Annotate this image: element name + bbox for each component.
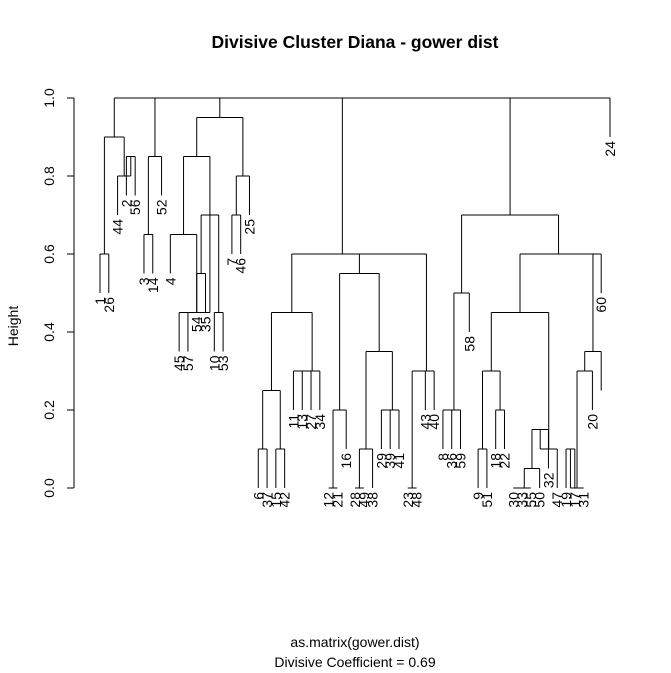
leaf-label: 28 [347, 492, 363, 508]
leaf-label: 38 [365, 492, 381, 508]
leaf-label: 2 [118, 199, 134, 207]
leaf-label: 52 [154, 199, 170, 215]
leaf-label: 18 [488, 453, 504, 469]
leaf-label: 20 [584, 414, 600, 430]
leaf-label: 37 [259, 492, 275, 508]
leaf-label: 60 [593, 297, 609, 313]
leaf-label: 4 [162, 277, 178, 285]
leaf-label: 12 [321, 492, 337, 508]
leaf-label: 32 [540, 472, 556, 488]
leaf-label: 45 [171, 355, 187, 371]
leaf-label: 31 [576, 492, 592, 508]
leaf-label: 33 [514, 492, 530, 508]
leaf-label: 19 [558, 492, 574, 508]
divisive-coefficient: Divisive Coefficient = 0.69 [274, 654, 435, 670]
leaf-label: 14 [145, 277, 161, 293]
leaf-label: 57 [180, 355, 196, 371]
leaf-label: 11 [285, 414, 301, 429]
leaf-label: 54 [189, 316, 205, 332]
leaf-label: 3 [136, 277, 152, 285]
leaf-label: 21 [329, 492, 345, 508]
leaf-label: 41 [391, 453, 407, 469]
y-tick-label: 0.0 [41, 478, 57, 498]
leaf-label: 15 [268, 492, 284, 508]
leaf-label: 34 [312, 414, 328, 430]
y-tick-label: 0.6 [41, 244, 57, 264]
leaf-label: 13 [294, 414, 310, 430]
leaf-label: 22 [496, 453, 512, 469]
leaf-label: 30 [505, 492, 521, 508]
leaf-label: 46 [233, 258, 249, 274]
y-tick-label: 0.2 [41, 400, 57, 420]
leaf-label: 10 [206, 355, 222, 371]
leaf-label: 35 [198, 316, 214, 332]
leaf-label: 51 [479, 492, 495, 508]
leaf-label: 24 [602, 141, 618, 157]
chart-title: Divisive Cluster Diana - gower dist [212, 32, 499, 52]
leaf-label: 55 [523, 492, 539, 508]
leaf-label: 48 [409, 492, 425, 508]
leaf-label: 7 [224, 258, 240, 266]
leaf-label: 50 [532, 492, 548, 508]
leaf-label: 49 [356, 492, 372, 508]
dendrogram-tree [99, 97, 611, 489]
leaf-labels: 1264425631452445575435105374625637154211… [92, 141, 618, 508]
leaf-label: 6 [250, 492, 266, 500]
leaf-label: 42 [277, 492, 293, 508]
y-tick-label: 0.8 [41, 166, 57, 186]
y-axis-label: Height [5, 306, 21, 347]
y-axis: 0.0 0.2 0.4 0.6 0.8 1.0 [41, 88, 75, 498]
leaf-label: 43 [417, 414, 433, 430]
leaf-label: 59 [453, 453, 469, 469]
leaf-label: 27 [303, 414, 319, 430]
leaf-label: 56 [127, 199, 143, 215]
leaf-label: 29 [373, 453, 389, 469]
leaf-label: 17 [567, 492, 583, 508]
leaf-label: 8 [435, 453, 451, 461]
leaf-label: 1 [92, 297, 108, 305]
leaf-label: 36 [444, 453, 460, 469]
leaf-label: 23 [400, 492, 416, 508]
y-tick-label: 0.4 [41, 322, 57, 342]
leaf-label: 44 [110, 219, 126, 235]
leaf-label: 9 [470, 492, 486, 500]
leaf-label: 26 [101, 297, 117, 313]
leaf-label: 16 [338, 453, 354, 469]
leaf-label: 53 [215, 355, 231, 371]
leaf-label: 25 [241, 219, 257, 235]
y-tick-label: 1.0 [41, 88, 57, 108]
leaf-label: 58 [461, 336, 477, 352]
leaf-label: 47 [549, 492, 565, 508]
leaf-label: 40 [426, 414, 442, 430]
leaf-label: 39 [382, 453, 398, 469]
x-axis-label: as.matrix(gower.dist) [290, 634, 419, 650]
